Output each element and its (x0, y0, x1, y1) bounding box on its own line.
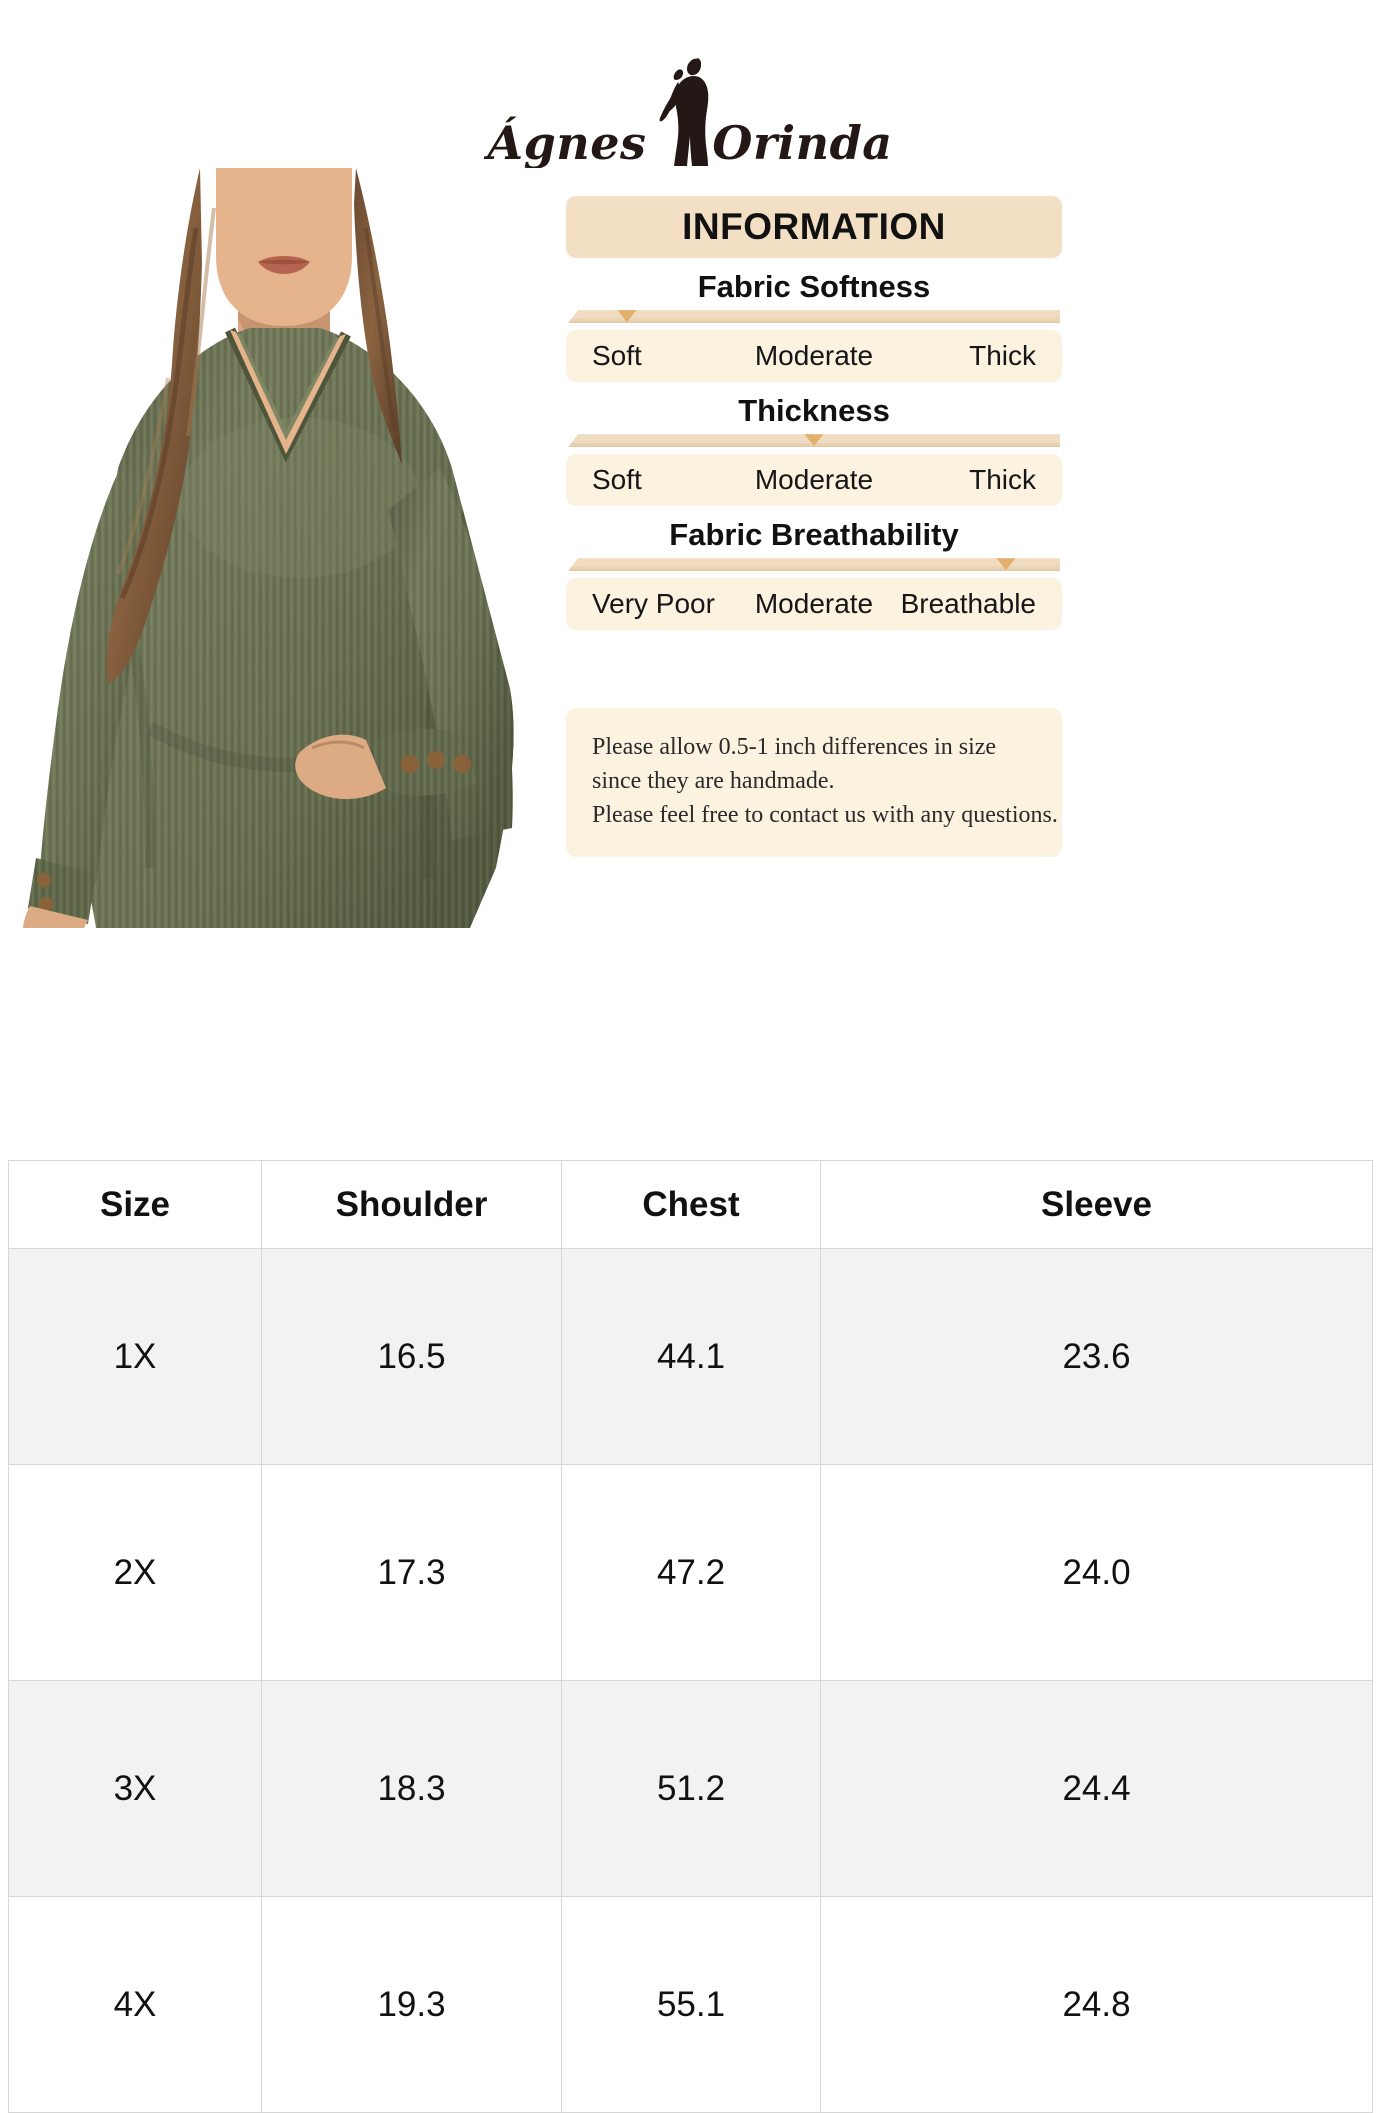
scale-label-mid: Moderate (754, 340, 874, 372)
cell-shoulder: 17.3 (261, 1464, 562, 1681)
cell-sleeve: 24.4 (820, 1680, 1373, 1897)
cell-shoulder: 19.3 (261, 1896, 562, 2113)
table-row: 3X 18.3 51.2 24.4 (8, 1680, 1373, 1897)
brand-name-first: Ágnes (487, 116, 647, 170)
cell-sleeve: 24.0 (820, 1464, 1373, 1681)
table-header-row: Size Shoulder Chest Sleeve (8, 1160, 1373, 1249)
scale-track-fabric-breathability (568, 558, 1060, 572)
cell-size: 1X (8, 1248, 262, 1465)
scale-label-high: Thick (969, 464, 1036, 496)
scale-track-fabric-softness (568, 310, 1060, 324)
scale-thickness: Soft Moderate Thick (566, 434, 1062, 507)
table-row: 2X 17.3 47.2 24.0 (8, 1464, 1373, 1681)
table-row: 1X 16.5 44.1 23.6 (8, 1248, 1373, 1465)
cell-chest: 44.1 (561, 1248, 821, 1465)
table-row: 4X 19.3 55.1 24.8 (8, 1896, 1373, 2113)
scale-label-mid: Moderate (754, 588, 874, 620)
cell-chest: 55.1 (561, 1896, 821, 2113)
cell-shoulder: 18.3 (261, 1680, 562, 1897)
disclaimer-line-3: Please feel free to contact us with any … (592, 802, 1058, 829)
cell-sleeve: 24.8 (820, 1896, 1373, 2113)
woman-silhouette-icon (648, 56, 710, 168)
scale-title-fabric-softness: Fabric Softness (697, 269, 931, 304)
scale-label-mid: Moderate (754, 464, 874, 496)
cell-chest: 47.2 (561, 1464, 821, 1681)
scale-label-low: Soft (592, 464, 642, 496)
column-header-size: Size (8, 1160, 262, 1249)
cell-sleeve: 23.6 (820, 1248, 1373, 1465)
size-chart-table: Size Shoulder Chest Sleeve 1X 16.5 44.1 … (8, 1160, 1373, 2113)
cell-size: 3X (8, 1680, 262, 1897)
cell-chest: 51.2 (561, 1680, 821, 1897)
scale-label-low: Very Poor (592, 588, 715, 620)
scale-fabric-softness: Soft Moderate Thick (566, 310, 1062, 383)
brand-logo: Ágnes Orinda (0, 48, 1380, 168)
scale-track-thickness (568, 434, 1060, 448)
scale-marker-fabric-softness (602, 310, 653, 323)
column-header-sleeve: Sleeve (820, 1160, 1373, 1249)
scale-label-low: Soft (592, 340, 642, 372)
scale-marker-thickness (789, 434, 839, 447)
cell-size: 2X (8, 1464, 262, 1681)
scale-labels-fabric-softness: Soft Moderate Thick (566, 330, 1062, 383)
product-photo (0, 168, 556, 928)
scale-labels-thickness: Soft Moderate Thick (566, 454, 1062, 507)
scale-fabric-breathability: Very Poor Moderate Breathable (566, 558, 1062, 631)
column-header-chest: Chest (561, 1160, 821, 1249)
scale-title-fabric-breathability: Fabric Breathability (669, 517, 959, 553)
brand-name-last: Orinda (712, 116, 893, 170)
cell-size: 4X (8, 1896, 262, 2113)
information-banner: INFORMATION (566, 196, 1062, 258)
disclaimer-line-1: Please allow 0.5-1 inch differences in s… (592, 734, 997, 761)
scale-marker-fabric-breathability (980, 558, 1031, 571)
cell-shoulder: 16.5 (261, 1248, 562, 1465)
disclaimer-box: Please allow 0.5-1 inch differences in s… (566, 708, 1062, 857)
scale-label-high: Breathable (900, 588, 1036, 620)
scale-title-thickness: Thickness (738, 393, 890, 429)
information-panel: INFORMATION Fabric Softness Soft Moderat… (566, 196, 1062, 857)
disclaimer-line-2: since they are handmade. (592, 768, 835, 795)
column-header-shoulder: Shoulder (261, 1160, 562, 1249)
scale-labels-fabric-breathability: Very Poor Moderate Breathable (566, 578, 1062, 631)
scale-label-high: Thick (969, 340, 1036, 372)
